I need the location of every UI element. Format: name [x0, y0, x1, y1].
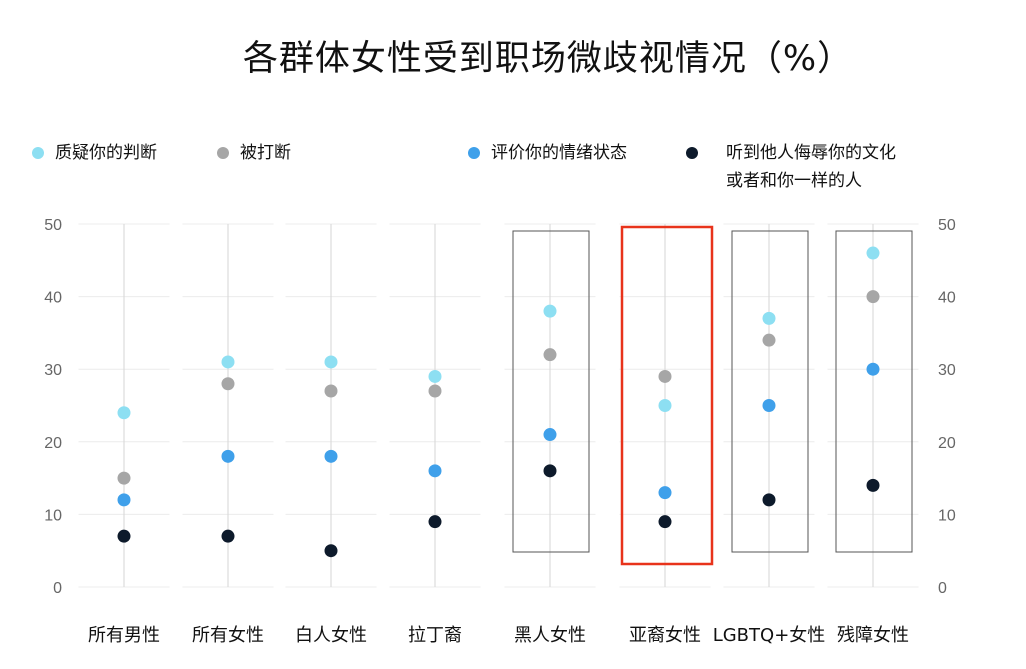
legend-label-emotional-state: 评价你的情绪状态: [491, 143, 627, 163]
group-box-4: [512, 230, 590, 553]
dot-s2-c5: [658, 486, 672, 500]
dot-s2-c2: [324, 449, 338, 463]
y-tick-left-0: 0: [53, 580, 62, 597]
dot-s3-c1: [221, 529, 235, 543]
y-tick-left-10: 10: [44, 507, 62, 524]
dot-s1-c0: [117, 471, 131, 485]
y-tick-right-0: 0: [938, 580, 947, 597]
dot-s3-c4: [543, 464, 557, 478]
y-tick-right-20: 20: [938, 435, 956, 452]
legend-marker-question-judgment: [32, 147, 44, 159]
dot-s1-c4: [543, 348, 557, 362]
category-label-6: LGBTQ+女性: [713, 625, 826, 646]
dot-s2-c7: [866, 362, 880, 376]
y-tick-right-40: 40: [938, 290, 956, 307]
dot-s1-c2: [324, 384, 338, 398]
dot-s0-c2: [324, 355, 338, 369]
dot-s1-c3: [428, 384, 442, 398]
dot-s1-c1: [221, 377, 235, 391]
dot-s0-c0: [117, 406, 131, 420]
y-tick-left-30: 30: [44, 362, 62, 379]
dot-s0-c3: [428, 369, 442, 383]
dot-s3-c6: [762, 493, 776, 507]
y-tick-right-30: 30: [938, 362, 956, 379]
legend-label-insult-culture-line1: 听到他人侮辱你的文化: [726, 143, 896, 163]
y-tick-right-10: 10: [938, 507, 956, 524]
group-box-7: [835, 230, 913, 553]
dot-s1-c6: [762, 333, 776, 347]
category-label-4: 黑人女性: [514, 625, 586, 646]
y-tick-left-20: 20: [44, 435, 62, 452]
legend-label-interrupted: 被打断: [240, 143, 291, 163]
legend-label-question-judgment: 质疑你的判断: [55, 143, 157, 163]
category-label-5: 亚裔女性: [629, 625, 701, 646]
legend-marker-emotional-state: [468, 147, 480, 159]
dot-s2-c4: [543, 428, 557, 442]
dot-s0-c5: [658, 399, 672, 412]
category-label-7: 残障女性: [837, 625, 909, 646]
dot-s3-c7: [866, 478, 880, 492]
dot-s2-c6: [762, 399, 776, 412]
group-box-6: [731, 230, 809, 553]
dot-s1-c5: [658, 369, 672, 383]
chart-title: 各群体女性受到职场微歧视情况（%）: [242, 39, 854, 79]
legend-marker-interrupted: [217, 147, 229, 159]
dot-s0-c4: [543, 304, 557, 318]
dot-s0-c7: [866, 246, 880, 260]
dot-s3-c2: [324, 544, 338, 558]
highlight-box-5: [620, 225, 714, 566]
dot-s3-c0: [117, 529, 131, 543]
y-tick-right-50: 50: [938, 217, 956, 234]
dot-s2-c3: [428, 464, 442, 478]
dot-s0-c6: [762, 311, 776, 325]
legend-marker-insult-culture: [686, 147, 698, 159]
category-label-0: 所有男性: [88, 625, 160, 646]
category-label-3: 拉丁裔: [408, 625, 462, 646]
dot-s0-c1: [221, 355, 235, 369]
dot-s2-c1: [221, 449, 235, 463]
y-tick-left-50: 50: [44, 217, 62, 234]
dot-s2-c0: [117, 493, 131, 507]
legend-label-insult-culture-line2: 或者和你一样的人: [726, 171, 862, 191]
dot-s3-c5: [658, 515, 672, 529]
category-label-2: 白人女性: [295, 625, 367, 646]
dot-s1-c7: [866, 290, 880, 304]
dot-s3-c3: [428, 515, 442, 529]
y-tick-left-40: 40: [44, 290, 62, 307]
category-label-1: 所有女性: [192, 625, 264, 646]
